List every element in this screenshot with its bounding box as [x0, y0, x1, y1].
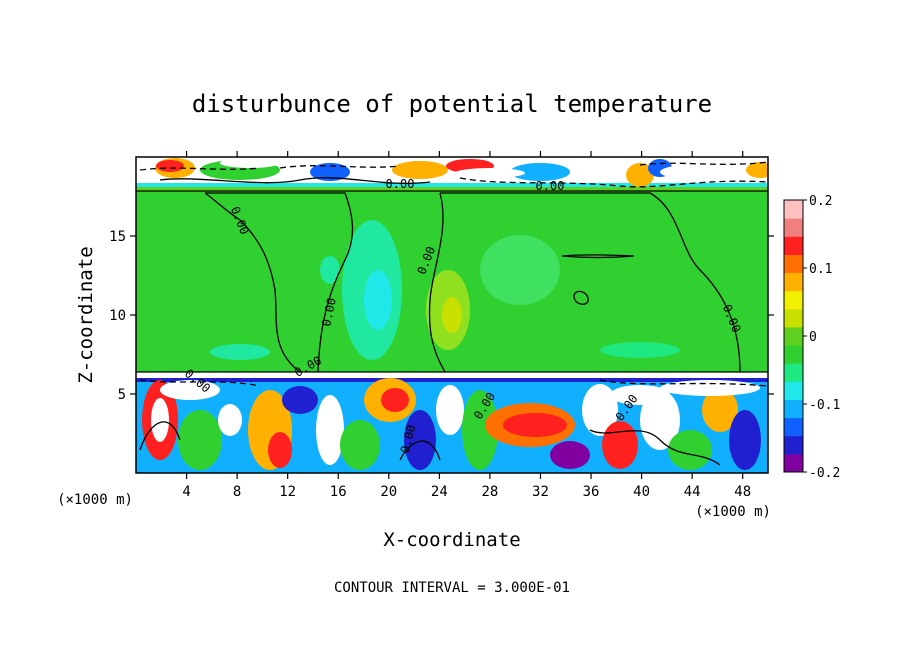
- chart-title: disturbunce of potential temperature: [192, 90, 712, 118]
- x-tick-label: 32: [532, 484, 549, 500]
- colorbar-swatch: [784, 417, 803, 437]
- colorbar-swatch: [784, 399, 803, 419]
- colorbar-swatch: [784, 218, 803, 237]
- colorbar-swatch: [784, 200, 803, 219]
- mid-field-patches: [210, 220, 680, 360]
- contour-label: 0.00: [386, 177, 415, 191]
- x-tick-label: 36: [583, 484, 600, 500]
- colorbar-swatch: [784, 290, 803, 310]
- colorbar-swatch: [784, 272, 803, 292]
- x-tick-label: 12: [279, 484, 296, 500]
- x-tick-label: 48: [734, 484, 751, 500]
- contour-label: 0.00: [319, 297, 339, 328]
- colorbar-tick-label: 0: [809, 330, 817, 345]
- colorbar-swatch: [784, 308, 803, 328]
- x-axis-ticks: 4 8 12 16 20 24 28 32 36 40 44 48: [182, 151, 751, 500]
- colorbar-swatch: [784, 254, 803, 274]
- y-tick-label: 10: [109, 308, 126, 324]
- x-tick-label: 28: [481, 484, 498, 500]
- colorbar-swatch: [784, 453, 803, 473]
- x-axis-unit-right: (×1000 m): [695, 504, 771, 520]
- x-tick-label: 40: [633, 484, 650, 500]
- x-tick-label: 44: [684, 484, 701, 500]
- top-band: [136, 157, 768, 191]
- lower-band: [136, 372, 768, 473]
- plot-area: [136, 157, 768, 473]
- colorbar-swatch: [784, 326, 803, 346]
- contour-lines: [136, 161, 768, 466]
- colorbar: [784, 200, 803, 473]
- colorbar-tick-label: 0.2: [809, 194, 832, 209]
- colorbar-ticks: 0.2 0.1 0 -0.1 -0.2: [803, 194, 840, 481]
- colorbar-swatch: [784, 345, 803, 364]
- colorbar-swatch: [784, 236, 803, 255]
- x-tick-label: 20: [380, 484, 397, 500]
- colorbar-swatch: [784, 363, 803, 382]
- x-tick-label: 24: [431, 484, 448, 500]
- x-axis-unit-left: (×1000 m): [57, 492, 133, 508]
- colorbar-tick-label: 0.1: [809, 262, 832, 277]
- contour-label: 0.00: [536, 179, 565, 193]
- y-tick-label: 5: [118, 387, 126, 403]
- y-axis-ticks: 5 10 15: [109, 229, 774, 403]
- x-tick-label: 4: [182, 484, 190, 500]
- contour-interval-note: CONTOUR INTERVAL = 3.000E-01: [334, 580, 570, 596]
- y-tick-label: 15: [109, 229, 126, 245]
- x-axis-label: X-coordinate: [383, 529, 520, 551]
- colorbar-tick-label: -0.2: [809, 466, 840, 481]
- colorbar-swatch: [784, 381, 803, 400]
- colorbar-swatch: [784, 435, 803, 455]
- colorbar-tick-label: -0.1: [809, 398, 840, 413]
- x-tick-label: 16: [330, 484, 347, 500]
- x-tick-label: 8: [233, 484, 241, 500]
- y-axis-label: Z-coordinate: [75, 246, 97, 383]
